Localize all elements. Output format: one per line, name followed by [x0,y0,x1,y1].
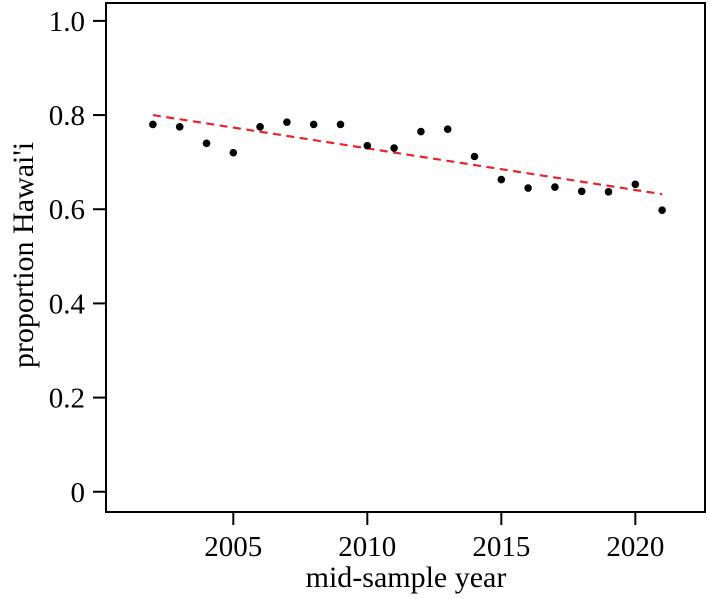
data-point [658,206,666,214]
y-tick-label: 0.6 [49,194,85,226]
data-point [229,148,238,157]
x-tick-label: 2020 [606,531,664,563]
y-tick-label: 1.0 [49,6,85,38]
data-point [390,144,398,152]
data-point [497,175,506,184]
plot-layer: 2005 2010 2015 2020 0 0.2 0.4 0.6 0.8 1.0 [49,2,706,563]
data-point [283,118,291,126]
data-point [256,123,264,131]
data-point [443,125,452,133]
y-tick-label: 0.2 [49,383,85,415]
data-point [470,152,479,161]
data-point [149,120,157,129]
data-point [363,141,372,150]
data-point [309,120,318,129]
x-tick-label: 2005 [204,531,262,563]
data-point [336,120,345,129]
data-point [551,183,559,191]
data-point [604,188,613,196]
y-axis-title: proportion Hawai'i [7,142,40,368]
data-point [175,123,184,131]
data-point [202,139,211,148]
x-axis-title: mid-sample year [306,561,507,594]
data-point [417,127,425,136]
y-tick-label: 0.8 [49,100,85,132]
x-tick-label: 2015 [472,531,530,563]
y-tick-label: 0.4 [49,288,86,320]
x-tick-label: 2010 [338,531,396,563]
data-point [631,180,640,189]
trend-line [152,113,663,196]
y-tick-label: 0 [71,477,86,509]
plot-border [105,2,706,513]
data-point [524,184,532,192]
data-point [577,187,586,196]
